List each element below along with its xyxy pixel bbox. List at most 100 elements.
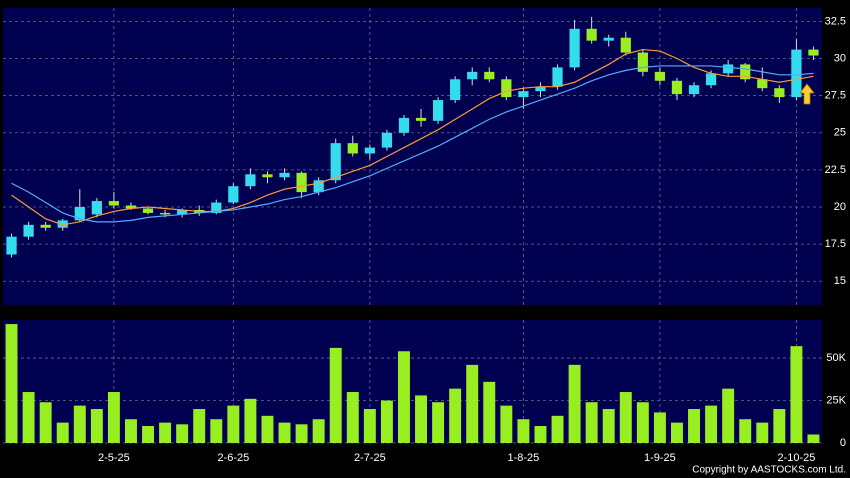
x-tick-label: 2-10-25 xyxy=(777,452,815,464)
volume-bar xyxy=(329,347,342,443)
volume-bar xyxy=(739,419,752,443)
volume-bar xyxy=(756,422,769,443)
volume-bar xyxy=(653,412,666,443)
volume-bar xyxy=(107,392,120,443)
candle-body xyxy=(23,224,34,237)
volume-bar xyxy=(5,324,18,443)
volume-bar xyxy=(363,409,376,443)
y-tick-label: 25K xyxy=(826,394,846,406)
candle-body xyxy=(808,49,819,56)
candle-body xyxy=(228,186,239,203)
volume-bar xyxy=(142,426,155,443)
candle-body xyxy=(415,117,427,121)
candle-body xyxy=(671,80,683,95)
candle-body xyxy=(432,100,444,121)
y-tick-label: 32.5 xyxy=(825,15,846,27)
y-tick-label: 20 xyxy=(834,201,846,213)
candle-body xyxy=(450,79,461,101)
candle-body xyxy=(620,37,631,53)
copyright: Copyright by AASTOCKS.com Ltd. xyxy=(692,465,846,476)
candle-body xyxy=(757,79,768,89)
candle-body xyxy=(330,143,341,181)
volume-bar xyxy=(636,402,649,443)
candle-body xyxy=(688,85,700,95)
candle-body xyxy=(518,91,529,98)
candle-body xyxy=(108,201,120,206)
x-tick-label: 1-8-25 xyxy=(508,452,540,464)
candle-body xyxy=(398,117,410,133)
volume-bar xyxy=(773,409,786,443)
volume-bar xyxy=(517,419,530,443)
y-tick-label: 22.5 xyxy=(825,164,846,176)
volume-bar xyxy=(261,415,274,443)
y-tick-label: 27.5 xyxy=(825,90,846,102)
candle-body xyxy=(74,206,85,221)
volume-bar xyxy=(585,402,598,443)
ma-line xyxy=(11,48,814,226)
y-tick-label: 15 xyxy=(834,275,846,287)
volume-bar xyxy=(312,419,325,443)
candle-body xyxy=(501,79,512,98)
candle-body xyxy=(177,209,188,215)
volume-bar xyxy=(295,424,308,443)
volume-bar xyxy=(790,346,803,443)
y-tick-label: 50K xyxy=(826,352,846,364)
volume-bar xyxy=(124,419,137,443)
volume-bar xyxy=(22,392,35,443)
candle-body xyxy=(705,73,717,86)
candle-body xyxy=(535,86,546,92)
candle-body xyxy=(654,71,666,81)
volume-bar xyxy=(278,422,291,443)
volume-bar xyxy=(380,400,393,443)
candle-body xyxy=(467,71,478,80)
candle-body xyxy=(279,172,290,178)
volume-bar xyxy=(56,422,69,443)
candle-body xyxy=(774,88,785,98)
volume-bar xyxy=(346,392,359,443)
price-panel xyxy=(3,8,822,305)
candle-body xyxy=(364,147,375,154)
candle-body xyxy=(296,172,307,193)
y-tick-label: 25 xyxy=(834,127,846,139)
candle-body xyxy=(125,205,137,209)
candle-body xyxy=(159,212,171,215)
candle-body xyxy=(569,28,580,68)
volume-bar xyxy=(210,419,223,443)
y-tick-label: 17.5 xyxy=(825,238,846,250)
y-tick-label: 30 xyxy=(834,52,846,64)
volume-bar xyxy=(602,409,615,443)
candle-body xyxy=(6,236,17,255)
volume-bar xyxy=(449,388,462,443)
volume-bar xyxy=(670,422,683,443)
candle-body xyxy=(586,28,597,41)
candle-body xyxy=(211,202,222,213)
candle-body xyxy=(313,180,324,193)
candle-body xyxy=(245,174,256,187)
volume-bar xyxy=(227,405,240,443)
x-tick-label: 1-9-25 xyxy=(644,452,676,464)
volume-bar xyxy=(568,364,581,443)
candle-body xyxy=(57,220,68,228)
volume-bar xyxy=(807,434,820,443)
candle-body xyxy=(637,52,648,72)
volume-bar xyxy=(73,405,86,443)
x-tick-label: 2-5-25 xyxy=(98,452,130,464)
x-tick-label: 2-6-25 xyxy=(217,452,249,464)
x-tick-label: 2-7-25 xyxy=(354,452,386,464)
volume-bar xyxy=(705,405,718,443)
candle-body xyxy=(723,64,734,74)
candle-body xyxy=(142,208,154,213)
volume-bar xyxy=(159,422,172,443)
candle-body xyxy=(381,132,393,148)
y-tick-label: 0 xyxy=(840,437,846,449)
ma-line xyxy=(11,65,814,223)
volume-panel xyxy=(3,320,822,443)
volume-bar xyxy=(39,402,52,443)
volume-bar xyxy=(193,409,206,443)
volume-bar xyxy=(483,381,496,443)
volume-bar xyxy=(534,426,547,443)
candle-body xyxy=(484,71,495,80)
volume-bar xyxy=(500,405,513,443)
candle-body xyxy=(791,49,802,98)
